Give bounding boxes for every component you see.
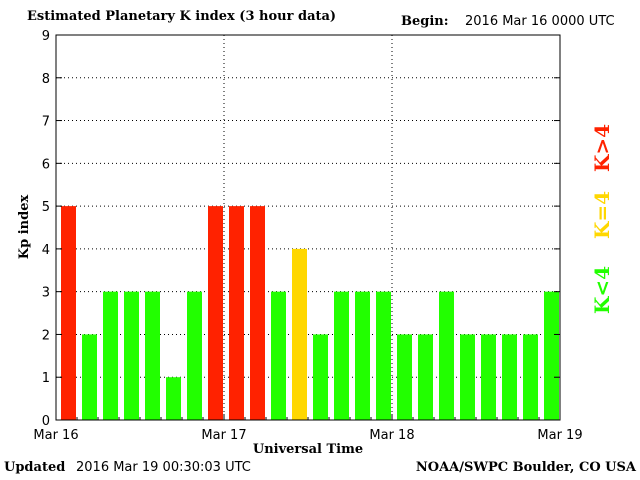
- kp-bar: [292, 248, 307, 420]
- kp-bar: [544, 291, 559, 420]
- kp-bar: [418, 334, 433, 420]
- kp-bar: [397, 334, 412, 420]
- updated-label: Updated: [4, 460, 66, 475]
- updated-value: 2016 Mar 19 00:30:03 UTC: [76, 460, 251, 475]
- y-tick-label: 8: [42, 72, 50, 87]
- x-axis-title: Universal Time: [253, 442, 363, 457]
- kp-bar: [502, 334, 517, 420]
- chart-title: Estimated Planetary K index (3 hour data…: [27, 9, 337, 24]
- y-tick-label: 9: [42, 29, 50, 44]
- y-tick-label: 1: [42, 371, 50, 386]
- kp-bar: [439, 291, 454, 420]
- kp-bar: [82, 334, 97, 420]
- kp-bar: [166, 377, 181, 420]
- kp-bar: [187, 291, 202, 420]
- kp-bars: [61, 206, 559, 420]
- y-tick-label: 3: [42, 286, 50, 301]
- kp-bar: [355, 291, 370, 420]
- x-ticks: Mar 16 Mar 17 Mar 18 Mar 19: [33, 414, 583, 443]
- kp-bar: [145, 291, 160, 420]
- kp-bar: [103, 291, 118, 420]
- x-tick-label: Mar 19: [537, 428, 582, 443]
- y-tick-label: 0: [42, 414, 50, 429]
- x-tick-label: Mar 18: [369, 428, 414, 443]
- kp-bar: [250, 206, 265, 420]
- kp-bar: [208, 206, 223, 420]
- kp-bar: [124, 291, 139, 420]
- legend-item: K=4: [590, 191, 614, 239]
- y-tick-label: 6: [42, 157, 50, 172]
- begin-value: 2016 Mar 16 0000 UTC: [465, 14, 615, 29]
- y-tick-label: 4: [42, 243, 50, 258]
- grid-lines: [56, 35, 560, 420]
- kp-bar: [61, 206, 76, 420]
- legend-item: K<4: [590, 266, 614, 314]
- legend: K<4 K=4 K>4: [590, 124, 614, 314]
- kp-bar: [481, 334, 496, 420]
- credit: NOAA/SWPC Boulder, CO USA: [415, 460, 636, 475]
- y-tick-label: 5: [42, 200, 50, 215]
- y-tick-label: 7: [42, 115, 50, 130]
- kp-bar: [376, 291, 391, 420]
- begin-label: Begin:: [401, 14, 449, 29]
- kp-bar: [523, 334, 538, 420]
- legend-item: K>4: [590, 124, 614, 172]
- y-axis-title: Kp index: [17, 195, 32, 260]
- kp-bar: [229, 206, 244, 420]
- kp-bar: [460, 334, 475, 420]
- y-ticks: 0 1 2 3 4 5 6 7 8 9: [42, 29, 560, 429]
- kp-bar: [271, 291, 286, 420]
- x-tick-label: Mar 17: [201, 428, 246, 443]
- y-tick-label: 2: [42, 328, 50, 343]
- x-tick-label: Mar 16: [33, 428, 78, 443]
- kp-bar: [334, 291, 349, 420]
- kp-bar: [313, 334, 328, 420]
